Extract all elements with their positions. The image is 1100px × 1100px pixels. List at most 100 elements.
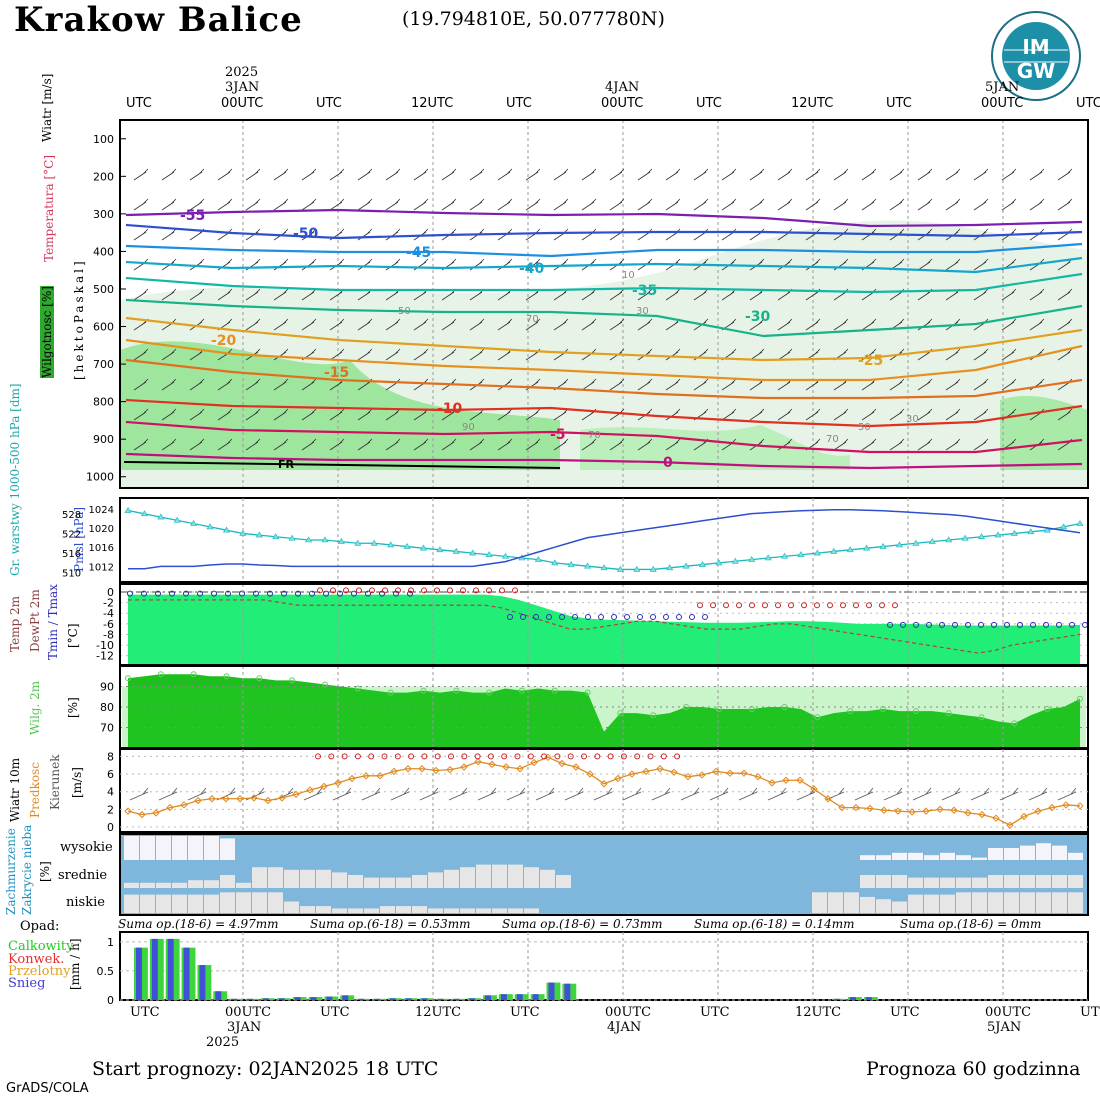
freezing-label: FR — [278, 458, 295, 471]
cloud-bar — [828, 892, 843, 913]
cloud-bar — [956, 855, 971, 860]
cloud-bar — [860, 855, 875, 860]
cloud-bar — [940, 877, 955, 888]
thickness-point — [715, 559, 723, 566]
tmin-marker — [952, 621, 958, 628]
tmin-marker — [379, 590, 385, 597]
tmin-marker — [239, 590, 245, 597]
thickness-point — [616, 565, 624, 572]
wind-speed-point — [810, 785, 818, 793]
wind-speed-point — [432, 766, 440, 775]
precip-tick-label: 0.5 — [97, 965, 115, 978]
gust-marker — [527, 753, 534, 760]
wind-barb — [945, 438, 961, 451]
pmsl-tick-label: 1012 — [89, 562, 114, 573]
tmin-marker — [624, 613, 630, 620]
rh-point — [1077, 695, 1083, 702]
precip-bar-snow — [469, 998, 476, 1000]
temperature-contour-label: -20 — [211, 333, 237, 349]
tmax-marker — [356, 587, 362, 594]
precip-bar-snow — [183, 947, 190, 1000]
tmin-marker — [598, 613, 604, 620]
thickness-tick-label: 510 — [62, 569, 81, 580]
cloud-bar — [1052, 845, 1067, 860]
wind-barb — [161, 408, 177, 421]
rh-tick-label: 80 — [100, 701, 114, 714]
thickness-point — [157, 513, 165, 520]
thickness-point — [501, 552, 510, 559]
cloud-bar — [348, 875, 363, 888]
wind-speed-point — [572, 763, 580, 771]
cloud-bar — [268, 867, 283, 888]
wind-barb — [805, 168, 821, 181]
rh-point — [190, 671, 197, 678]
top-date-label: 5JAN — [985, 80, 1020, 95]
cloud-bar — [508, 908, 523, 913]
wind-speed-point — [670, 768, 678, 777]
thickness-point — [1076, 520, 1084, 526]
precip-sum-1: Suma op.(18-6) = 4.97mm — [118, 917, 279, 931]
rh-point — [420, 687, 427, 694]
wind-barb — [441, 318, 457, 331]
imgw-logo: IM GW — [990, 10, 1082, 102]
cloud-bar — [988, 875, 1003, 888]
cloud-bar — [428, 908, 443, 913]
wind-barb — [301, 378, 317, 391]
tmin-marker — [309, 590, 315, 597]
cloud-bar — [892, 852, 907, 860]
wind-barb — [525, 408, 541, 421]
wind-barb — [385, 198, 401, 211]
wind-barb — [767, 787, 787, 801]
cloud-bar — [956, 892, 971, 913]
wind-barb — [413, 438, 429, 451]
gust-marker — [461, 753, 468, 760]
wind-barb — [217, 288, 233, 301]
wind-barb — [883, 787, 903, 801]
wind-barb — [777, 168, 793, 181]
wind-speed-point — [642, 767, 650, 776]
wind-speed-point — [838, 803, 846, 812]
precip-bar-snow — [850, 997, 856, 1000]
rh-point — [518, 687, 525, 694]
wind-barb — [161, 378, 177, 391]
humidity-contour-label: 70 — [526, 314, 539, 325]
gust-marker — [607, 753, 614, 760]
cloud-bar — [988, 892, 1003, 913]
wind-barb — [189, 198, 205, 211]
temperature-contour-label: -25 — [858, 353, 883, 369]
cloud-mid-label: srednie — [58, 868, 108, 883]
gust-marker — [474, 753, 481, 760]
wind-barb — [680, 787, 700, 801]
cloud-bar — [1036, 892, 1051, 913]
wind-barb — [245, 378, 261, 391]
wind-barb — [912, 787, 932, 801]
wind-speed-point — [992, 814, 1000, 822]
tmin-marker — [141, 590, 147, 597]
thickness-point — [879, 542, 887, 549]
wind-barb — [413, 348, 429, 361]
wind-barb — [609, 288, 625, 301]
wind-speed-point — [1006, 821, 1014, 829]
tmin-marker — [572, 613, 578, 620]
gust-marker — [315, 753, 321, 760]
wind-barb — [777, 408, 793, 421]
wind-barb — [441, 198, 457, 211]
rh-point — [945, 710, 952, 717]
temp-tick-label: -8 — [103, 628, 114, 641]
tmin-marker — [702, 613, 708, 620]
temperature-contour — [125, 223, 1083, 240]
cloud-panel-frame — [119, 833, 1089, 916]
wind-barb — [945, 348, 961, 361]
top-tick-label: 00UTC — [981, 96, 1024, 111]
precip-tick-label: 0 — [107, 994, 114, 1007]
pressure-tick-label: 800 — [93, 396, 114, 409]
wind-barb — [161, 348, 177, 361]
cloud-bar — [476, 908, 491, 913]
tmin-marker — [663, 613, 669, 620]
wind-barb — [889, 198, 905, 211]
tmax-marker — [814, 602, 820, 609]
cloud-bar — [444, 869, 459, 888]
wind-barb — [805, 318, 821, 331]
cloud-bar — [1068, 892, 1083, 913]
wind-barb — [1001, 168, 1017, 181]
